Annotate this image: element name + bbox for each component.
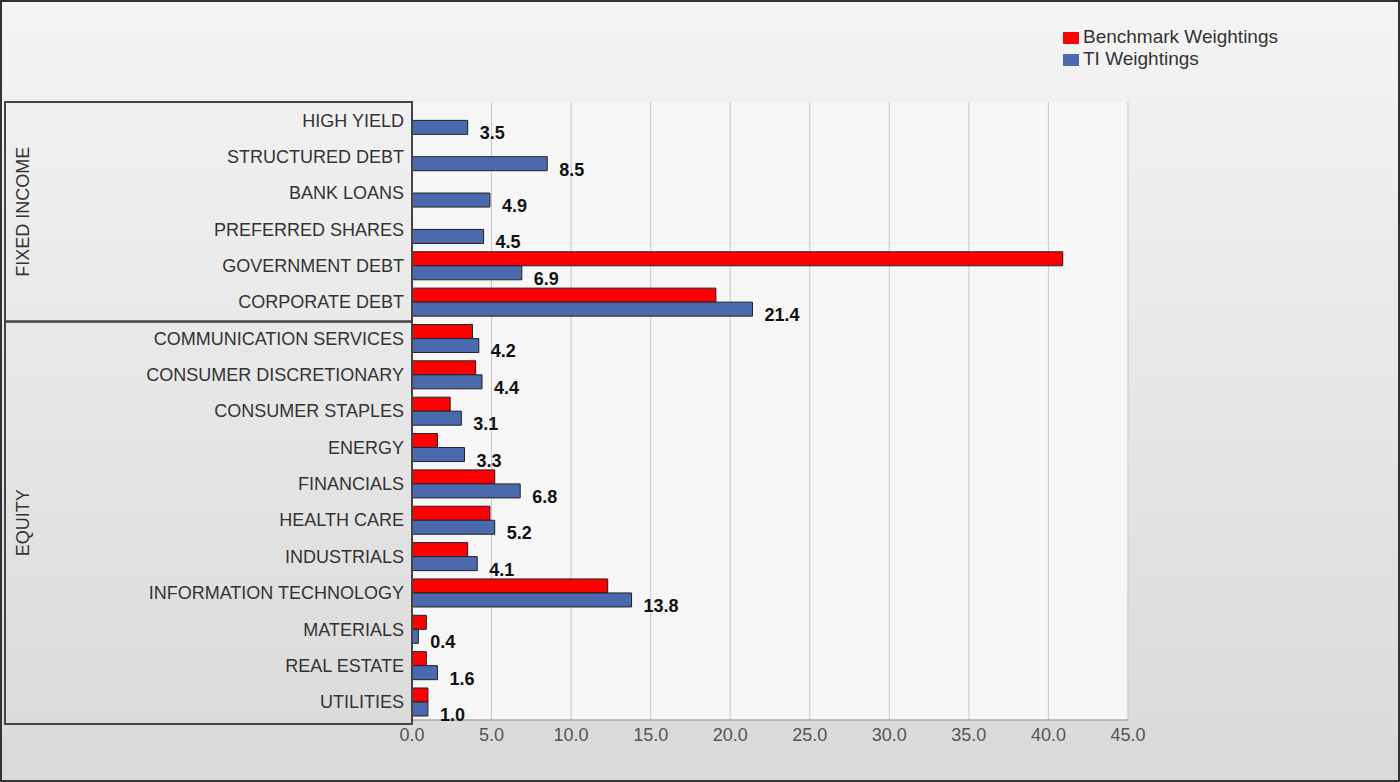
svg-text:0.4: 0.4 <box>430 632 455 652</box>
svg-text:HIGH YIELD: HIGH YIELD <box>302 111 404 131</box>
svg-text:4.1: 4.1 <box>489 560 514 580</box>
svg-text:4.4: 4.4 <box>494 378 519 398</box>
svg-text:20.0: 20.0 <box>713 725 748 745</box>
svg-text:UTILITIES: UTILITIES <box>320 692 404 712</box>
svg-text:25.0: 25.0 <box>792 725 827 745</box>
svg-text:REAL ESTATE: REAL ESTATE <box>285 656 404 676</box>
svg-text:MATERIALS: MATERIALS <box>303 620 404 640</box>
svg-text:0.0: 0.0 <box>399 725 424 745</box>
svg-text:30.0: 30.0 <box>872 725 907 745</box>
svg-text:6.8: 6.8 <box>532 487 557 507</box>
svg-text:45.0: 45.0 <box>1110 725 1145 745</box>
svg-text:INDUSTRIALS: INDUSTRIALS <box>285 547 404 567</box>
svg-text:10.0: 10.0 <box>554 725 589 745</box>
svg-text:FINANCIALS: FINANCIALS <box>298 474 404 494</box>
svg-text:GOVERNMENT DEBT: GOVERNMENT DEBT <box>222 256 404 276</box>
svg-text:5.2: 5.2 <box>507 523 532 543</box>
svg-text:EQUITY: EQUITY <box>13 489 33 556</box>
svg-text:FIXED INCOME: FIXED INCOME <box>13 147 33 277</box>
html-text:Benchmark Weightings: Benchmark Weightings <box>1083 26 1278 47</box>
svg-text:3.3: 3.3 <box>477 451 502 471</box>
svg-text:1.0: 1.0 <box>440 705 465 725</box>
svg-text:CORPORATE DEBT: CORPORATE DEBT <box>238 292 404 312</box>
svg-text:ENERGY: ENERGY <box>328 438 404 458</box>
svg-text:BANK LOANS: BANK LOANS <box>289 183 404 203</box>
svg-text:CONSUMER DISCRETIONARY: CONSUMER DISCRETIONARY <box>146 365 404 385</box>
svg-text:13.8: 13.8 <box>644 596 679 616</box>
svg-text:6.9: 6.9 <box>534 269 559 289</box>
svg-text:4.5: 4.5 <box>496 232 521 252</box>
svg-text:PREFERRED SHARES: PREFERRED SHARES <box>214 220 404 240</box>
svg-text:3.1: 3.1 <box>473 414 498 434</box>
svg-text:1.6: 1.6 <box>449 669 474 689</box>
svg-text:CONSUMER STAPLES: CONSUMER STAPLES <box>214 401 404 421</box>
svg-text:INFORMATION TECHNOLOGY: INFORMATION TECHNOLOGY <box>149 583 404 603</box>
svg-text:15.0: 15.0 <box>633 725 668 745</box>
svg-text:3.5: 3.5 <box>480 123 505 143</box>
html-text:TI Weightings: TI Weightings <box>1083 48 1199 69</box>
svg-text:40.0: 40.0 <box>1031 725 1066 745</box>
svg-text:5.0: 5.0 <box>479 725 504 745</box>
svg-text:COMMUNICATION SERVICES: COMMUNICATION SERVICES <box>154 329 404 349</box>
svg-text:4.2: 4.2 <box>491 341 516 361</box>
svg-text:STRUCTURED DEBT: STRUCTURED DEBT <box>227 147 404 167</box>
svg-text:8.5: 8.5 <box>559 160 584 180</box>
svg-text:35.0: 35.0 <box>951 725 986 745</box>
svg-text:HEALTH CARE: HEALTH CARE <box>279 510 404 530</box>
svg-text:4.9: 4.9 <box>502 196 527 216</box>
svg-text:21.4: 21.4 <box>764 305 799 325</box>
